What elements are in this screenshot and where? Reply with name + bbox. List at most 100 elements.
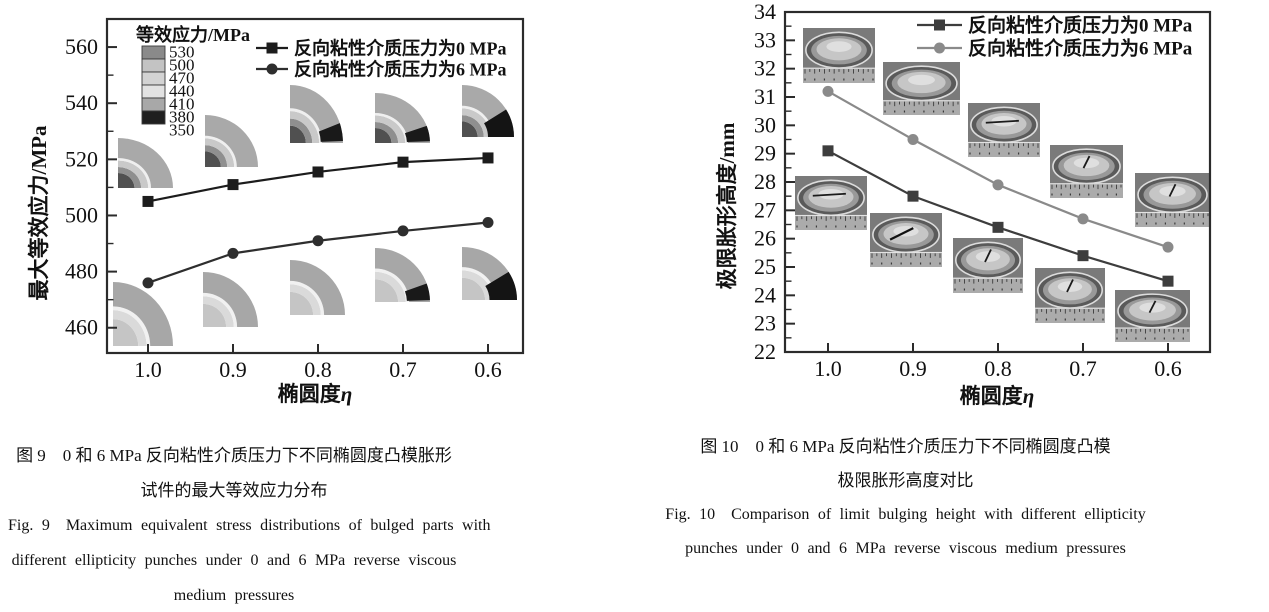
fig9-caption-cn-line1: 图 9 0 和 6 MPa 反向粘性介质压力下不同椭圆度凸模胀形 bbox=[16, 446, 452, 465]
fig10-caption: 图 10 0 和 6 MPa 反向粘性介质压力下不同椭圆度凸模 极限胀形高度对比… bbox=[653, 430, 1158, 566]
legend-marker bbox=[266, 42, 278, 54]
colorbar-label: 440 bbox=[169, 82, 195, 101]
y-tick-label: 560 bbox=[65, 34, 98, 59]
charts-canvas: 460 480 500 520 540 560 1.0 0.9 0.8 0.7 0.6 椭圆度η 最大等… bbox=[27, 0, 1212, 408]
legend-label: 反向粘性介质压力为0 MPa bbox=[294, 38, 506, 59]
y-tick-label: 540 bbox=[65, 90, 98, 115]
x-tick-label: 0.7 bbox=[1069, 356, 1097, 381]
x-tick-label: 0.6 bbox=[1154, 356, 1182, 381]
x-tick-label: 0.8 bbox=[304, 357, 332, 382]
specimen-photo-inset bbox=[1135, 173, 1210, 227]
insets-layer bbox=[795, 28, 1210, 342]
data-point-marker bbox=[142, 277, 154, 289]
specimen-photo-inset bbox=[1115, 290, 1190, 342]
fig10-caption-cn-line2: 极限胀形高度对比 bbox=[837, 471, 974, 490]
data-point-marker bbox=[482, 216, 494, 228]
data-point-marker bbox=[1162, 241, 1174, 253]
data-point-marker bbox=[907, 190, 919, 202]
series-layer bbox=[822, 85, 1174, 287]
fig9-caption-cn-line2: 试件的最大等效应力分布 bbox=[140, 481, 328, 500]
x-axis-label: 椭圆度η bbox=[960, 384, 1035, 408]
colorbar-swatch bbox=[141, 110, 166, 125]
stress-contour-inset bbox=[375, 93, 430, 143]
colorbar-swatch bbox=[141, 45, 166, 60]
data-point-marker bbox=[397, 156, 409, 168]
legend-marker bbox=[934, 42, 945, 54]
fig9-chart: 460 480 500 520 540 560 1.0 0.9 0.8 0.7 0.6 椭圆度η 最大等… bbox=[27, 17, 525, 406]
stress-contour-inset bbox=[462, 85, 514, 137]
legend-marker bbox=[934, 19, 945, 31]
data-point-marker bbox=[822, 145, 834, 157]
stress-contour-inset bbox=[290, 260, 345, 315]
fig9-caption: 图 9 0 和 6 MPa 反向粘性介质压力下不同椭圆度凸模胀形 试件的最大等效… bbox=[8, 438, 491, 612]
data-point-marker bbox=[992, 221, 1004, 233]
y-tick-label: 34 bbox=[754, 0, 776, 24]
x-axis-label: 椭圆度η bbox=[278, 382, 353, 406]
legend-marker bbox=[266, 63, 278, 75]
plot-box bbox=[783, 10, 1212, 354]
y-axis-label: 极限胀形高度/mm bbox=[715, 122, 739, 289]
stress-contour-inset bbox=[203, 272, 258, 327]
colorbar-swatch bbox=[141, 71, 166, 86]
data-point-marker bbox=[312, 235, 324, 247]
colorbar-title: 等效应力/MPa bbox=[136, 24, 250, 45]
data-point-marker bbox=[142, 195, 154, 207]
axes-layer: 22 23 24 25 26 27 28 29 30 31 32 33 34 1.0 0.9 0.8 0.7 0.… bbox=[715, 0, 1212, 408]
fig9-caption-en-line1: Fig. 9 Maximum equivalent stress distrib… bbox=[8, 517, 491, 534]
y-tick-label: 24 bbox=[754, 282, 776, 307]
y-tick-label: 520 bbox=[65, 146, 98, 171]
stress-contour-inset bbox=[375, 248, 430, 302]
y-tick-label: 31 bbox=[754, 84, 776, 109]
series-layer bbox=[142, 152, 494, 289]
x-tick-label: 0.9 bbox=[899, 356, 927, 381]
plot-box bbox=[105, 17, 525, 355]
x-tick-label: 0.7 bbox=[389, 357, 417, 382]
y-tick-label: 30 bbox=[754, 112, 776, 137]
y-tick-label: 22 bbox=[754, 339, 776, 364]
axes-layer: 460 480 500 520 540 560 1.0 0.9 0.8 0.7 0.6 椭圆度η 最大等… bbox=[27, 17, 525, 406]
specimen-photo-inset bbox=[968, 103, 1040, 157]
y-tick-label: 33 bbox=[754, 27, 776, 52]
colorbar-swatch bbox=[141, 97, 166, 112]
specimen-photo-inset bbox=[883, 62, 960, 115]
y-tick-label: 28 bbox=[754, 169, 776, 194]
legend-label: 反向粘性介质压力为6 MPa bbox=[294, 59, 506, 80]
y-tick-label: 32 bbox=[754, 56, 776, 81]
series-line bbox=[147, 156, 489, 203]
y-tick-label: 500 bbox=[65, 202, 98, 227]
specimen-photo-inset bbox=[803, 28, 875, 83]
data-point-marker bbox=[1077, 250, 1089, 262]
data-point-marker bbox=[227, 247, 239, 259]
legend-label: 反向粘性介质压力为0 MPa bbox=[968, 14, 1193, 37]
legend-label: 反向粘性介质压力为6 MPa bbox=[968, 37, 1193, 60]
data-point-marker bbox=[227, 179, 239, 191]
data-point-marker bbox=[482, 152, 494, 164]
x-tick-label: 0.9 bbox=[219, 357, 247, 382]
fig10-caption-cn-line1: 图 10 0 和 6 MPa 反向粘性介质压力下不同椭圆度凸模 bbox=[700, 437, 1111, 456]
data-point-marker bbox=[312, 166, 324, 178]
stress-contour-inset bbox=[113, 282, 173, 346]
specimen-photo-inset bbox=[870, 213, 942, 267]
y-tick-label: 27 bbox=[754, 197, 776, 222]
colorbar-label: 500 bbox=[169, 56, 195, 75]
insets-layer bbox=[113, 85, 517, 346]
colorbar-label: 470 bbox=[169, 69, 195, 88]
data-point-marker bbox=[822, 85, 834, 97]
colorbar-swatch bbox=[141, 58, 166, 73]
data-point-marker bbox=[907, 134, 919, 145]
colorbar-swatch bbox=[141, 84, 166, 99]
data-point-marker bbox=[397, 225, 409, 237]
stress-contour-inset bbox=[290, 85, 343, 143]
colorbar-label: 350 bbox=[169, 121, 195, 140]
specimen-photo-inset bbox=[795, 176, 867, 230]
specimen-photo-inset bbox=[1035, 268, 1105, 323]
stress-contour-inset bbox=[205, 115, 258, 167]
fig10-chart: 22 23 24 25 26 27 28 29 30 31 32 33 34 1.0 0.9 0.8 0.7 0.… bbox=[715, 0, 1212, 408]
colorbar-label: 380 bbox=[169, 108, 195, 127]
x-tick-label: 0.6 bbox=[474, 357, 502, 382]
x-tick-label: 1.0 bbox=[814, 356, 842, 381]
fig9-caption-en-line2: different ellipticity punches under 0 an… bbox=[11, 552, 457, 569]
